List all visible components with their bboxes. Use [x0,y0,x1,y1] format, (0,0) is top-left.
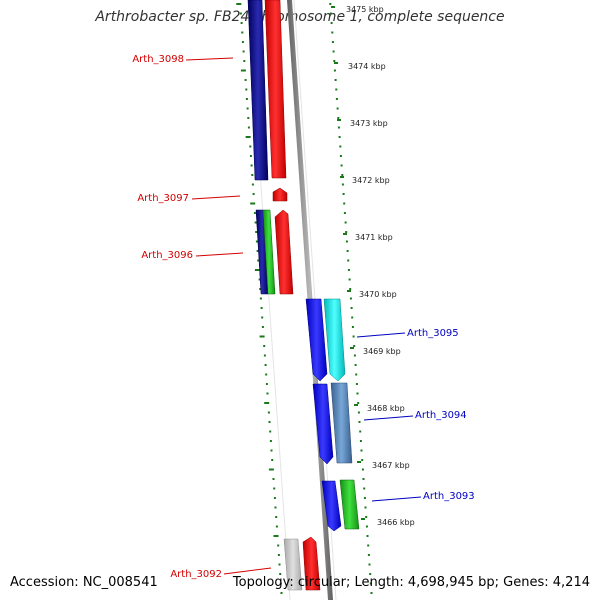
gene-arth-3092-red [302,536,321,591]
gene-label-arth-3093[interactable]: Arth_3093 [423,491,475,502]
kbp-label: 3467 kbp [372,461,410,470]
reverse-gene-labels: Arth_3098 Arth_3097 Arth_3096 Arth_3092 [132,54,272,580]
kbp-tick: 3475 kbp [331,5,384,14]
map-title: Arthrobacter sp. FB24 chromosome 1, comp… [95,9,505,25]
kbp-label: 3475 kbp [346,5,384,14]
kbp-tick: 3471 kbp [343,233,393,242]
gene-label-arth-3097[interactable]: Arth_3097 [137,193,189,204]
kbp-tick: 3469 kbp [350,347,401,356]
gene-label-arth-3092[interactable]: Arth_3092 [170,569,222,580]
gene-arth-3093-blue [321,480,342,532]
kbp-label: 3474 kbp [348,62,386,71]
kbp-label: 3468 kbp [367,404,405,413]
kbp-label: 3470 kbp [359,290,397,299]
forward-strand-genes [305,298,360,532]
kbp-tick: 3472 kbp [340,176,390,185]
kbp-tick: 3474 kbp [334,62,386,71]
kbp-tick: 3468 kbp [354,404,405,413]
gene-arth-3096-red [274,209,294,295]
kbp-tick: 3467 kbp [357,461,410,470]
gene-label-arth-3095[interactable]: Arth_3095 [407,328,459,339]
gene-arth-3095-blue [305,298,328,382]
kbp-label: 3469 kbp [363,347,401,356]
gene-arth-3096-green [262,209,276,295]
accession-text: Accession: NC_008541 [10,575,158,590]
gene-label-arth-3096[interactable]: Arth_3096 [141,250,193,261]
kbp-tick: 3466 kbp [361,518,415,527]
topology-text: Topology: circular; Length: 4,698,945 bp… [232,575,590,590]
gene-arth-3095-cyan [323,298,346,382]
gene-label-arth-3094[interactable]: Arth_3094 [415,410,467,421]
forward-gene-labels: Arth_3095 Arth_3094 Arth_3093 [356,328,475,502]
gene-arth-3097 [272,187,288,202]
gene-arth-3093-green [339,479,360,530]
gene-arth-3094-blue [312,383,334,465]
gene-arth-3098-red [264,0,287,179]
kbp-label: 3472 kbp [352,176,390,185]
reverse-strand-genes [247,0,321,591]
gene-arth-3092-gray [283,538,303,591]
kbp-label: 3471 kbp [355,233,393,242]
kbp-label: 3473 kbp [350,119,388,128]
inner-scale-dots [329,3,373,594]
kbp-label: 3466 kbp [377,518,415,527]
kbp-tick: 3473 kbp [337,119,388,128]
gene-arth-3098-navy [247,0,269,181]
outer-scale-dots [236,3,283,594]
gene-arth-3094-steelblue [330,382,353,464]
gene-label-arth-3098[interactable]: Arth_3098 [132,54,184,65]
kbp-tick: 3470 kbp [347,290,397,299]
kbp-scale: 3475 kbp 3474 kbp 3473 kbp 3472 kbp 3471… [331,5,415,527]
